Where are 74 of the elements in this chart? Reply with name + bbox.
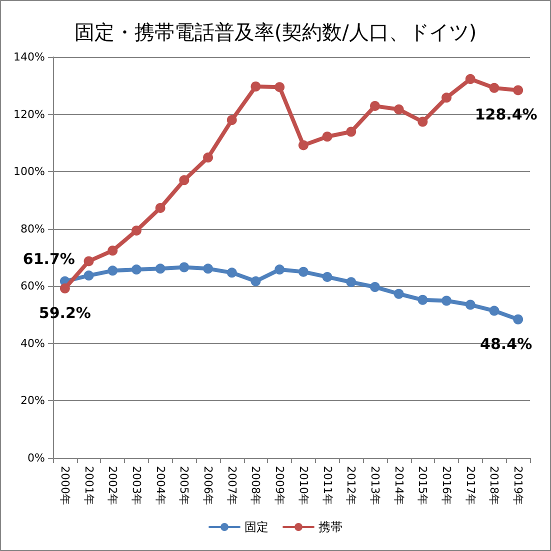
point <box>226 268 237 278</box>
point <box>442 296 452 306</box>
data-label: 128.4% <box>474 106 538 124</box>
point <box>203 152 214 163</box>
x-tick-label: 2006年 <box>202 466 215 505</box>
point <box>250 82 261 92</box>
x-tick-label: 2004年 <box>154 466 167 505</box>
x-tick-label: 2005年 <box>178 466 191 505</box>
point <box>84 270 94 281</box>
point <box>370 100 380 111</box>
point <box>155 202 166 213</box>
x-tick-label: 2008年 <box>249 466 262 505</box>
x-tick-label: 2013年 <box>368 466 382 505</box>
data-label: 59.2% <box>38 304 91 322</box>
point <box>298 266 308 277</box>
x-tick-label: 2014年 <box>392 466 406 505</box>
data-label: 48.4% <box>480 334 532 353</box>
x-tick-label: 2009年 <box>273 466 286 505</box>
point <box>465 74 476 84</box>
point <box>203 264 214 274</box>
point <box>465 300 476 310</box>
x-tick-label: 2018年 <box>488 466 501 505</box>
point <box>131 264 142 275</box>
point <box>179 262 190 272</box>
x-tick-label: 2003年 <box>130 466 143 505</box>
data-label: 61.7% <box>22 250 75 268</box>
point <box>394 104 404 114</box>
x-tick-label: 2007年 <box>225 466 238 505</box>
point <box>155 264 166 274</box>
point <box>489 82 500 93</box>
y-tick-label: 100% <box>14 165 45 178</box>
x-tick-label: 2017年 <box>464 466 477 505</box>
point <box>370 282 380 292</box>
point <box>489 306 500 316</box>
point <box>84 256 94 266</box>
x-tick-label: 2000年 <box>58 466 72 505</box>
point <box>322 132 332 142</box>
point <box>108 266 118 276</box>
x-tick-label: 2001年 <box>82 466 96 505</box>
x-tick-label: 2016年 <box>440 466 454 505</box>
x-tick-label: 2019年 <box>512 466 525 505</box>
x-tick-label: 2012年 <box>344 466 358 505</box>
x-tick-label: 2002年 <box>106 466 120 505</box>
y-tick-label: 60% <box>20 280 45 293</box>
point <box>60 283 70 294</box>
point <box>513 314 524 324</box>
point <box>226 115 237 126</box>
point <box>274 82 285 92</box>
point <box>179 175 190 186</box>
x-tick-label: 2010年 <box>296 466 310 505</box>
y-tick-label: 0% <box>28 452 45 464</box>
legend-label: 携帯 <box>318 520 342 534</box>
x-tick-label: 2015年 <box>416 466 430 505</box>
point <box>394 288 404 299</box>
y-tick-label: 140% <box>14 50 45 64</box>
point <box>274 264 285 275</box>
point <box>513 85 524 96</box>
chart-title: 固定・携帯電話普及率(契約数/人口、ドイツ) <box>74 20 477 44</box>
y-tick-label: 20% <box>20 394 45 408</box>
point <box>418 116 428 127</box>
y-tick-label: 80% <box>20 222 45 236</box>
legend-label: 固定 <box>244 520 268 534</box>
point <box>322 272 332 282</box>
x-tick-label: 2011年 <box>320 466 334 505</box>
point <box>298 140 308 150</box>
point <box>131 226 142 236</box>
y-tick-label: 40% <box>20 336 45 350</box>
point <box>418 294 428 305</box>
point <box>346 277 356 288</box>
point <box>442 92 452 103</box>
point <box>108 246 118 256</box>
point <box>346 126 356 137</box>
point <box>250 276 261 286</box>
y-tick-label: 120% <box>14 108 45 121</box>
